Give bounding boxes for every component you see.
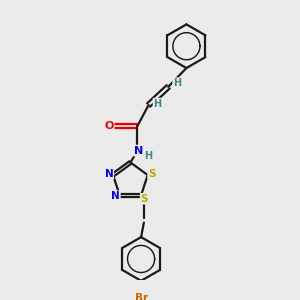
Text: N: N [111,191,120,201]
Text: H: H [144,151,152,161]
Text: S: S [148,169,156,178]
Text: N: N [104,169,113,178]
Text: Br: Br [134,293,148,300]
Text: H: H [154,99,162,109]
Text: N: N [134,146,143,156]
Text: O: O [104,121,113,131]
Text: S: S [141,194,148,204]
Text: H: H [173,78,181,88]
